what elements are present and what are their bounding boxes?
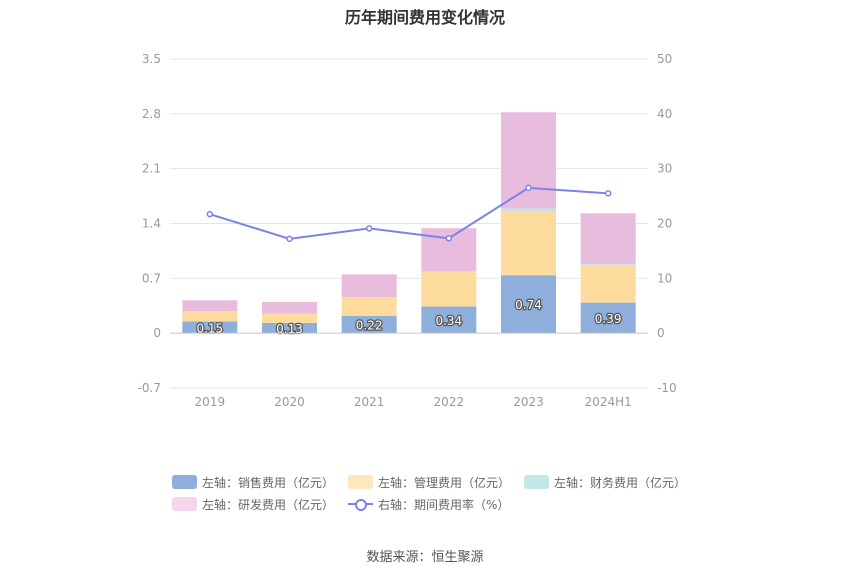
rate-point: [286, 235, 293, 243]
right-axis-tick-label: 40: [657, 107, 672, 121]
legend-item-rate[interactable]: 右轴：期间费用率（%）: [348, 496, 509, 513]
x-axis-tick-label: 2021: [354, 395, 385, 409]
rate-point: [525, 184, 532, 192]
bar-segment: [501, 112, 556, 209]
bar-data-label: 0.34: [435, 314, 462, 328]
bar-segment: [182, 300, 238, 312]
bar-segment: [262, 322, 317, 334]
rate-point: [206, 210, 214, 218]
left-axis-tick-label: 3.5: [142, 52, 161, 66]
legend-label-rnd: 左轴：研发费用（亿元）: [202, 497, 335, 512]
bar-segment: [341, 297, 397, 316]
left-axis-tick-label: 2.1: [142, 162, 161, 176]
legend-swatch-rate: [348, 497, 374, 511]
rate-point: [365, 225, 373, 232]
bar-segment: [341, 274, 397, 298]
bar-segment: [182, 321, 238, 334]
right-axis-tick-label: 20: [657, 217, 672, 231]
legend-label-sales: 左轴：销售费用（亿元）: [202, 475, 335, 490]
chart-title: 历年期间费用变化情况: [344, 8, 505, 27]
left-axis-tick-label: 1.4: [142, 217, 161, 231]
bar-segment: [501, 275, 556, 334]
legend-label-finance: 左轴：财务费用（亿元）: [554, 475, 687, 490]
legend-swatch-admin: [348, 475, 374, 489]
bar-segment: [262, 301, 317, 314]
chart-legend: 左轴：销售费用（亿元） 左轴：管理费用（亿元） 左轴：财务费用（亿元） 左轴：研…: [172, 471, 700, 515]
rate-point: [445, 235, 453, 242]
bar-segment: [421, 228, 477, 272]
left-axis-tick-label: 2.8: [142, 107, 161, 121]
bar-segment: [501, 210, 556, 276]
bar-segment: [262, 313, 317, 323]
right-axis-tick-label: 50: [657, 52, 672, 66]
bar-data-label: 0.15: [196, 321, 223, 335]
bar-segment: [421, 272, 477, 307]
rate-point: [604, 190, 612, 197]
right-axis-tick-label: 10: [657, 271, 672, 285]
legend-swatch-finance: [524, 475, 550, 489]
bar-data-label: 0.74: [515, 298, 542, 312]
bar-data-label: 0.22: [356, 319, 383, 333]
bar-segment: [580, 213, 636, 265]
source-note: 数据来源：恒生聚源: [366, 550, 484, 565]
left-axis-tick-label: -0.7: [138, 381, 161, 395]
x-axis-tick-label: 2024H1: [585, 395, 632, 409]
x-axis-tick-label: 2019: [195, 395, 226, 409]
legend-item-rnd[interactable]: 左轴：研发费用（亿元）: [172, 496, 334, 513]
right-axis-tick-label: 0: [657, 326, 665, 340]
bar-segment: [580, 302, 636, 334]
bar-segment: [580, 264, 636, 266]
bar-segment: [580, 265, 636, 303]
bar-segment: [421, 271, 477, 273]
right-axis-tick-label: 30: [657, 162, 672, 176]
x-axis-tick-label: 2022: [434, 395, 465, 409]
rate-line: [209, 186, 609, 240]
legend-swatch-rnd: [172, 497, 197, 511]
x-axis-tick-label: 2020: [274, 395, 305, 409]
left-axis-tick-label: 0.7: [142, 271, 161, 285]
bar-segment: [501, 208, 556, 211]
bar-segment: [341, 315, 397, 334]
right-axis-tick-label: -10: [657, 381, 677, 395]
legend-label-admin: 左轴：管理费用（亿元）: [378, 475, 511, 490]
legend-swatch-sales: [172, 475, 197, 489]
legend-label-rate: 右轴：期间费用率（%）: [378, 497, 510, 512]
legend-item-sales[interactable]: 左轴：销售费用（亿元）: [172, 474, 334, 491]
bar-segment: [182, 311, 238, 322]
bar-data-label: 0.39: [595, 312, 622, 326]
legend-item-admin[interactable]: 左轴：管理费用（亿元）: [348, 474, 510, 491]
legend-item-finance[interactable]: 左轴：财务费用（亿元）: [524, 474, 686, 491]
left-axis-tick-label: 0: [153, 326, 161, 340]
bar-data-label: 0.13: [276, 322, 303, 336]
bar-segment: [421, 306, 477, 334]
x-axis-tick-label: 2023: [513, 395, 544, 409]
